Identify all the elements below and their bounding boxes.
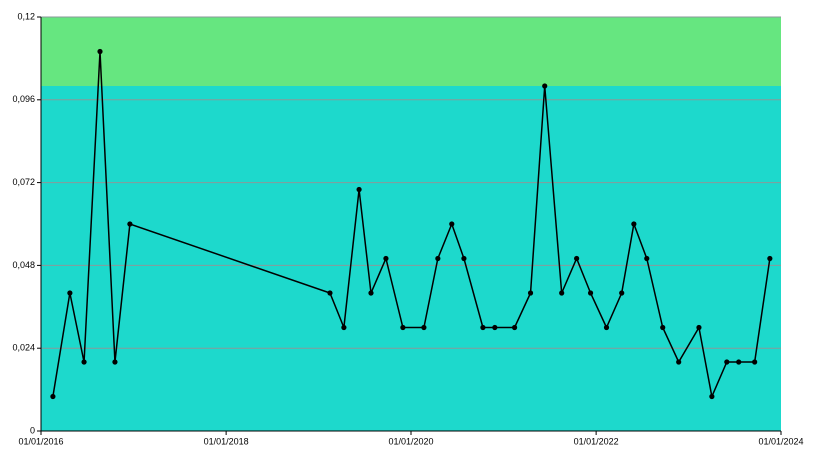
y-tick-label: 0,048 <box>12 260 35 270</box>
point <box>676 359 682 365</box>
x-tick-label: 01/01/2022 <box>574 436 619 446</box>
point <box>421 324 427 331</box>
y-tick-label: 0,12 <box>17 11 35 21</box>
point <box>383 255 389 262</box>
point <box>480 324 486 331</box>
point <box>327 290 333 296</box>
point <box>492 324 498 331</box>
point <box>527 290 534 296</box>
point <box>619 290 625 296</box>
point <box>631 221 637 227</box>
point <box>50 393 56 400</box>
point <box>696 324 702 331</box>
point <box>559 290 565 296</box>
point <box>767 255 773 262</box>
point <box>127 221 133 227</box>
x-tick-label: 01/01/2016 <box>18 436 63 446</box>
point <box>67 290 73 296</box>
point <box>709 393 715 400</box>
point <box>461 255 467 262</box>
point <box>368 290 374 296</box>
point <box>542 83 548 89</box>
point <box>112 359 118 365</box>
point <box>356 186 362 193</box>
point <box>574 255 580 262</box>
point <box>752 359 758 365</box>
point <box>435 255 441 262</box>
y-tick-label: 0,072 <box>12 177 35 187</box>
point <box>81 359 87 365</box>
point <box>724 359 730 365</box>
point <box>449 221 455 227</box>
point <box>341 324 347 331</box>
x-tick-label: 01/01/2018 <box>204 436 249 446</box>
point <box>644 255 650 262</box>
point <box>97 48 103 55</box>
band <box>41 86 781 431</box>
point <box>660 324 666 331</box>
y-tick-label: 0 <box>30 425 35 435</box>
x-tick-label: 01/01/2024 <box>758 436 803 446</box>
point <box>400 324 406 331</box>
point <box>736 359 742 365</box>
point <box>511 324 518 331</box>
x-tick-label: 01/01/2020 <box>388 436 433 446</box>
point <box>603 324 610 331</box>
point <box>587 290 594 296</box>
band <box>41 17 781 86</box>
y-tick-label: 0,024 <box>12 343 35 353</box>
y-tick-label: 0,096 <box>12 94 35 104</box>
line <box>52 51 771 400</box>
